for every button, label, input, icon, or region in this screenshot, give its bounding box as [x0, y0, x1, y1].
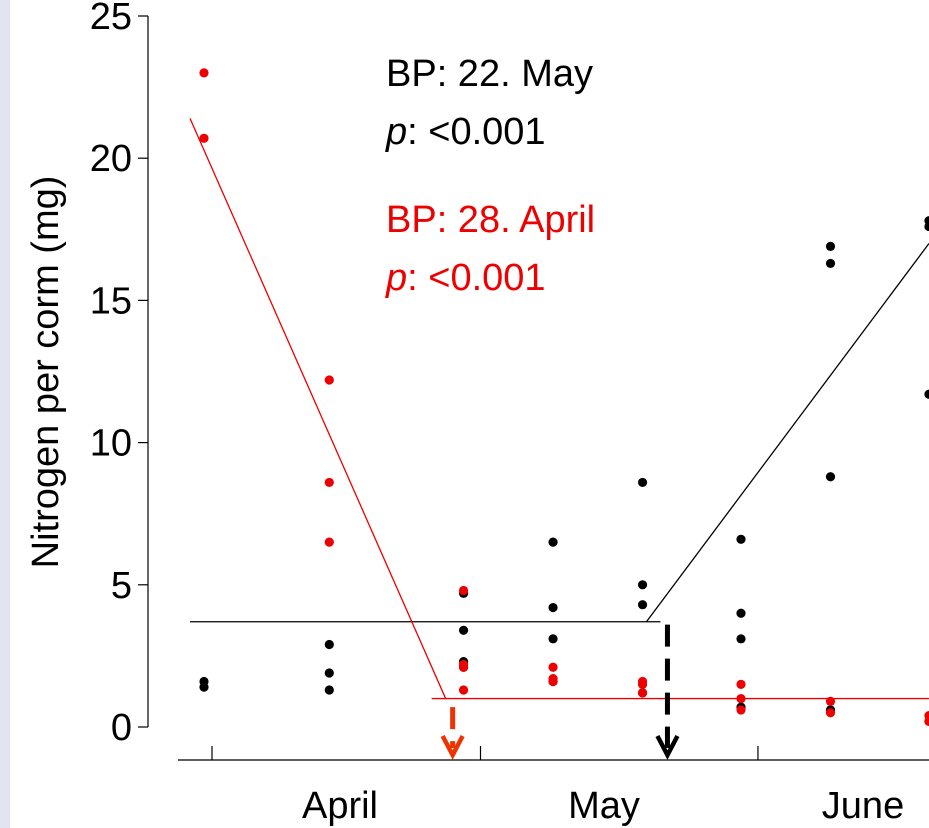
x-tick-label: May — [568, 785, 640, 827]
x-tick-label: June — [822, 785, 904, 827]
fit-lines — [189, 118, 929, 700]
annotation-red-p-value: : <0.001 — [407, 257, 545, 299]
data-point — [458, 659, 469, 670]
data-point — [825, 708, 836, 718]
y-axis-label: Nitrogen per corm (mg) — [25, 176, 67, 569]
data-point — [736, 679, 746, 689]
data-point — [199, 68, 209, 78]
data-point — [825, 696, 836, 707]
fit-line-segment — [645, 243, 929, 623]
data-point — [324, 668, 334, 678]
data-point — [637, 580, 648, 590]
data-point — [924, 216, 929, 226]
data-point — [637, 688, 648, 698]
y-tick-label: 0 — [111, 707, 132, 749]
fit-line-segment — [189, 118, 447, 699]
y-tick-label: 15 — [90, 280, 132, 322]
chart-canvas: 0 5 10 15 20 25 April May June Nitrogen per cor… — [10, 0, 929, 828]
data-point — [637, 676, 648, 687]
data-point — [199, 676, 209, 687]
data-points — [199, 68, 929, 726]
axes — [147, 16, 929, 761]
data-point — [736, 534, 746, 544]
data-point — [736, 693, 746, 704]
annotation-red-p-letter: p — [385, 257, 407, 299]
annotation-black-p: p: <0.001 — [385, 111, 546, 153]
x-ticks: April May June — [211, 746, 904, 827]
data-point — [825, 241, 836, 251]
data-point — [924, 389, 929, 399]
annotation-red-bp: BP: 28. April — [386, 199, 595, 241]
data-point — [324, 685, 334, 695]
data-point — [458, 685, 469, 695]
data-point — [324, 537, 334, 547]
annotation-black-bp: BP: 22. May — [386, 53, 593, 95]
chart-svg: 0 5 10 15 20 25 April May June Nitrogen per cor… — [25, 0, 929, 827]
data-point — [324, 477, 334, 488]
data-point — [548, 602, 558, 613]
data-point — [924, 711, 929, 721]
data-point — [736, 634, 746, 644]
breakpoint-arrows — [440, 624, 680, 760]
data-point — [736, 705, 746, 715]
data-point — [548, 537, 558, 547]
data-point — [637, 477, 648, 488]
data-point — [825, 258, 836, 269]
data-point — [324, 639, 334, 650]
y-tick-label: 10 — [90, 423, 132, 465]
data-point — [458, 585, 469, 596]
data-point — [199, 133, 209, 143]
data-point — [548, 674, 558, 684]
breakpoint-arrow-black — [655, 624, 680, 760]
annotation-black-p-letter: p — [385, 111, 407, 153]
y-tick-label: 5 — [111, 565, 132, 607]
data-point — [637, 600, 648, 610]
y-tick-label: 25 — [90, 0, 132, 38]
data-point — [548, 634, 558, 644]
y-ticks: 0 5 10 15 20 25 — [90, 0, 148, 749]
data-point — [458, 625, 469, 635]
data-point — [324, 375, 334, 385]
data-point — [736, 608, 746, 618]
y-tick-label: 20 — [90, 138, 132, 180]
annotation-red-p: p: <0.001 — [385, 257, 546, 299]
x-tick-label: April — [302, 785, 378, 827]
data-point — [825, 472, 836, 482]
annotation-black-p-value: : <0.001 — [407, 111, 545, 153]
breakpoint-arrow-red — [440, 707, 465, 760]
data-point — [548, 662, 558, 672]
